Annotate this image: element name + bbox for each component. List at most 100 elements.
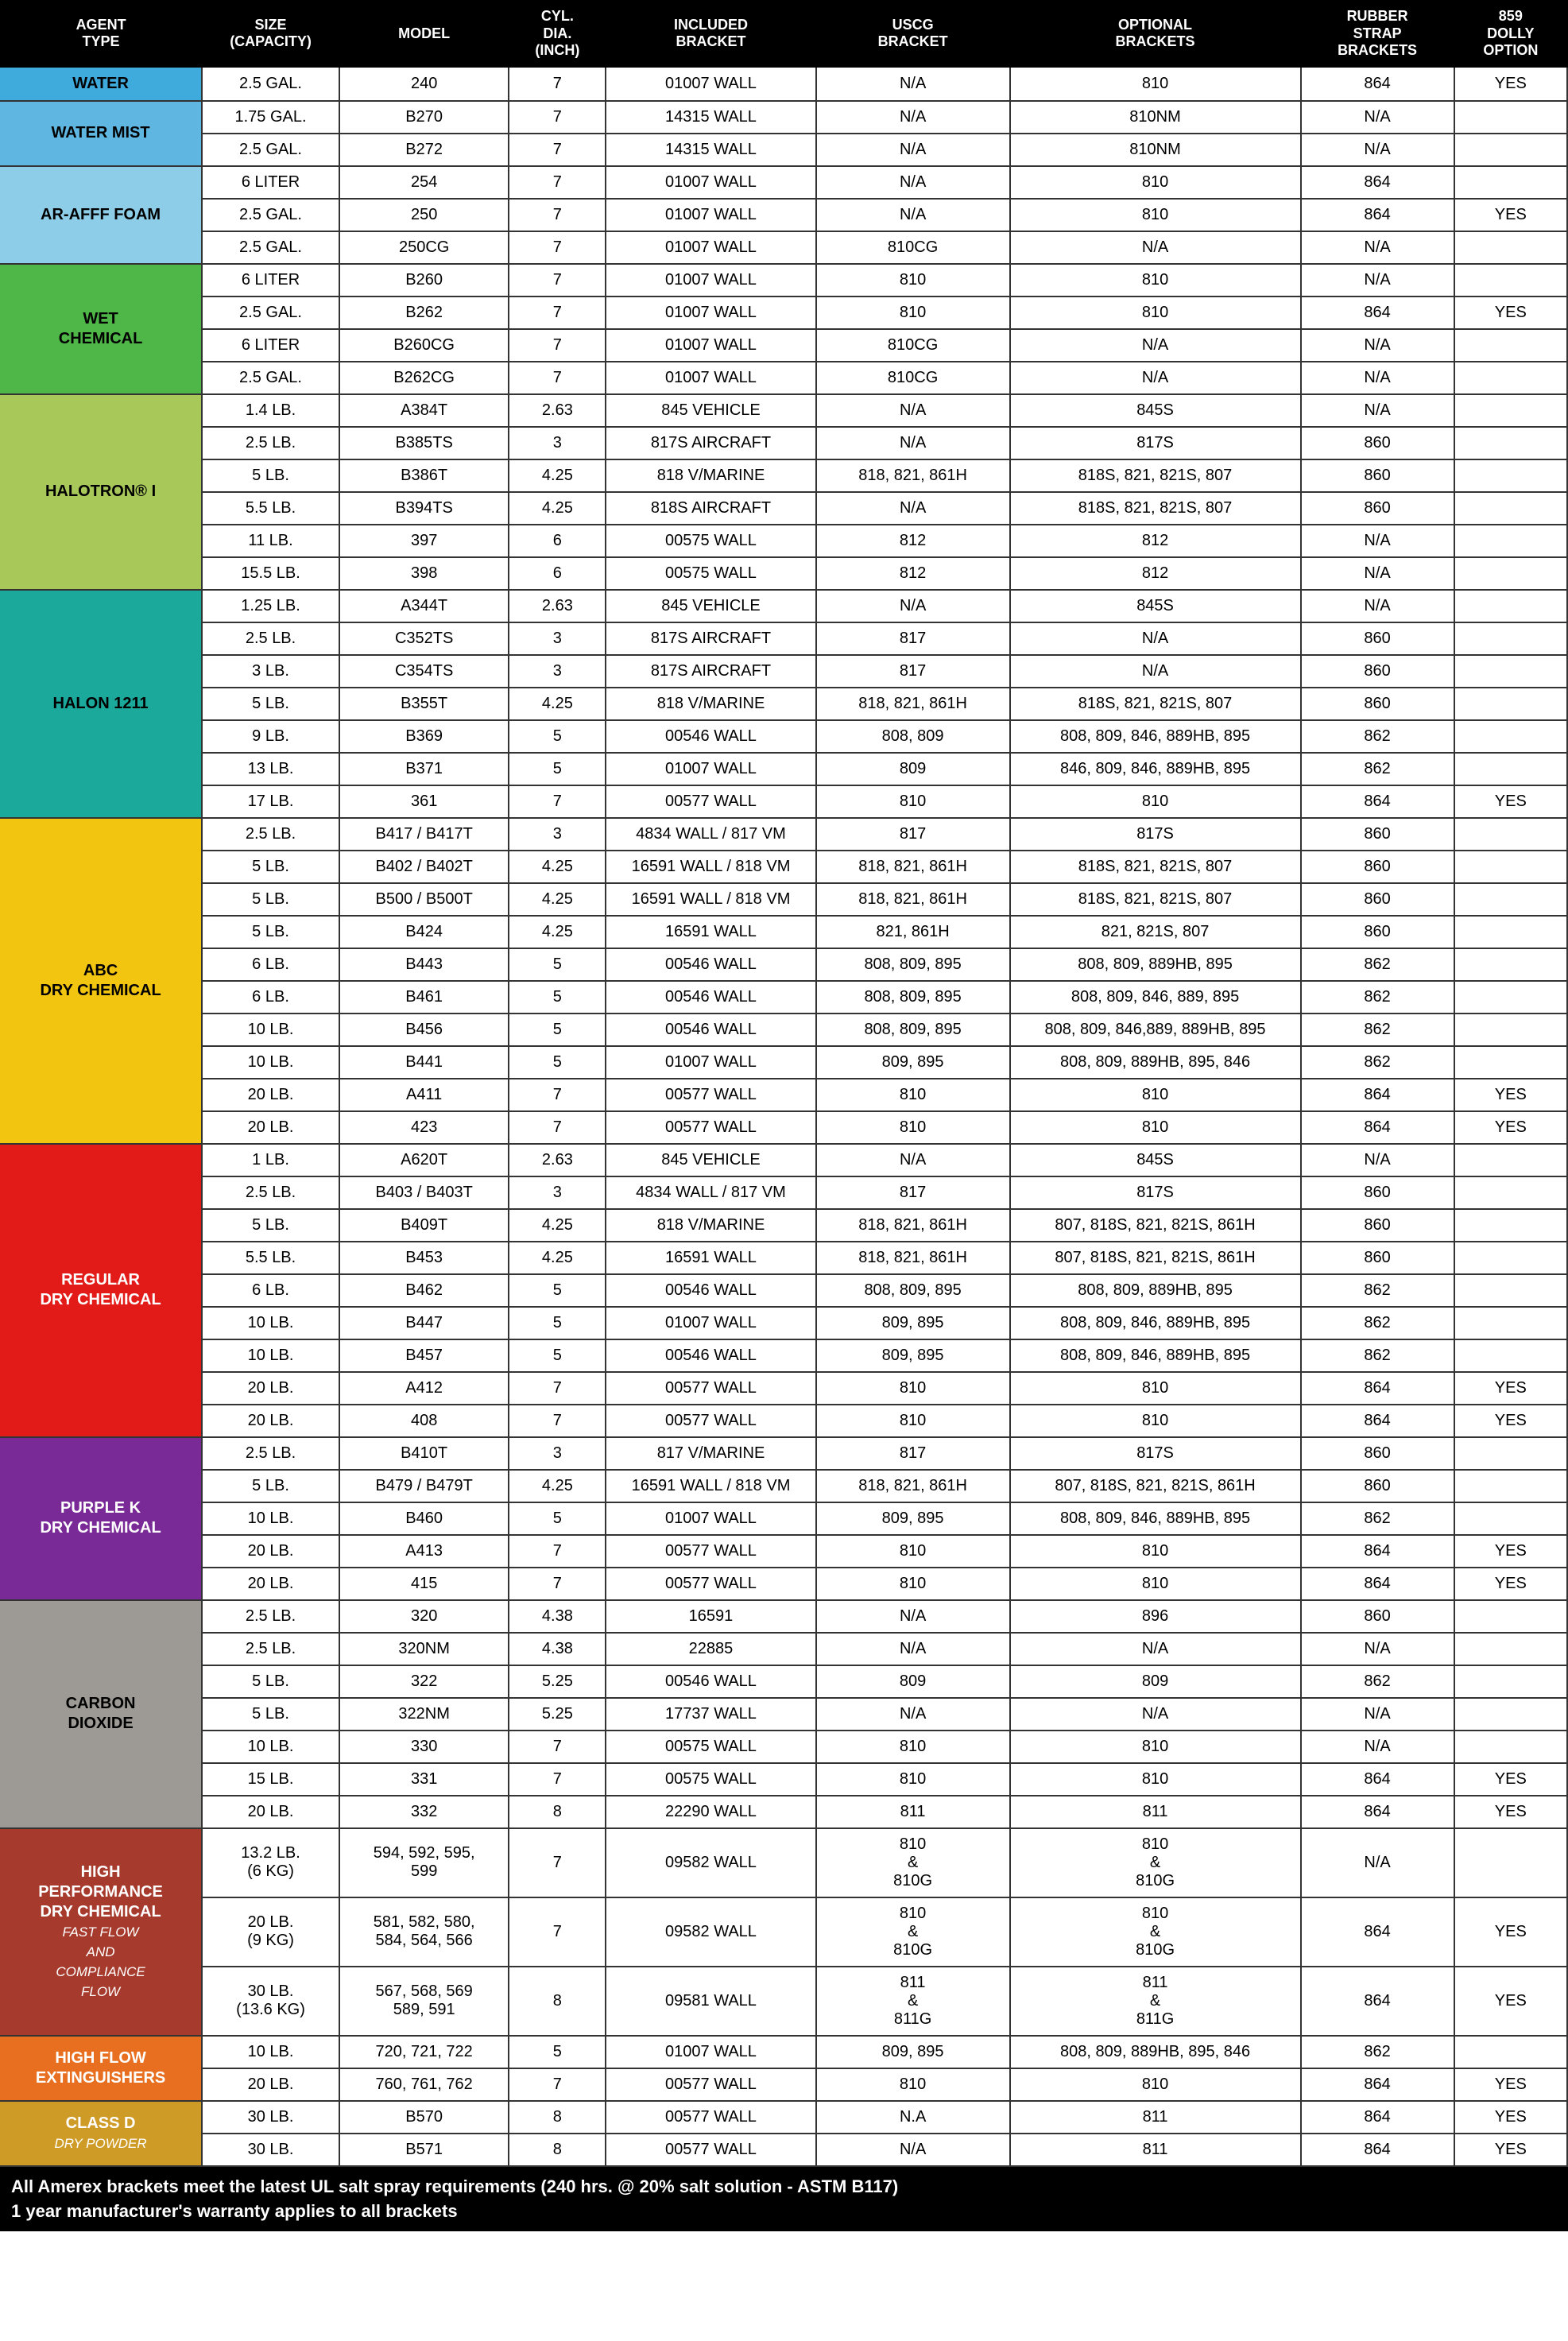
data-cell: B456 — [339, 1014, 509, 1046]
data-cell: 5 LB. — [202, 688, 339, 720]
data-cell: 818 V/MARINE — [606, 688, 815, 720]
data-cell: N/A — [1301, 329, 1454, 362]
agent-type-cell: WATER — [0, 68, 202, 101]
data-cell: 567, 568, 569589, 591 — [339, 1967, 509, 2036]
data-cell: 860 — [1301, 1176, 1454, 1209]
data-cell: 7 — [509, 166, 606, 199]
data-cell: B409T — [339, 1209, 509, 1242]
data-cell: 7 — [509, 362, 606, 394]
data-cell: 860 — [1301, 622, 1454, 655]
data-cell — [1454, 590, 1567, 622]
data-cell: N/A — [1010, 231, 1301, 264]
data-cell: N/A — [816, 427, 1010, 459]
data-cell: N/A — [1301, 362, 1454, 394]
data-cell: 2.5 LB. — [202, 1437, 339, 1470]
table-row: 20 LB.332822290 WALL811811864YES — [0, 1796, 1567, 1828]
data-cell: 809, 895 — [816, 1339, 1010, 1372]
table-row: 5 LB.B409T4.25818 V/MARINE818, 821, 861H… — [0, 1209, 1567, 1242]
data-cell: 00577 WALL — [606, 1535, 815, 1568]
data-cell: 810&810G — [1010, 1828, 1301, 1897]
table-row: 6 LB.B462500546 WALL808, 809, 895808, 80… — [0, 1274, 1567, 1307]
data-cell: 2.5 LB. — [202, 622, 339, 655]
table-row: 10 LB.B456500546 WALL808, 809, 895808, 8… — [0, 1014, 1567, 1046]
agent-type-cell: HALOTRON® I — [0, 394, 202, 590]
data-cell: B262CG — [339, 362, 509, 394]
data-cell: YES — [1454, 199, 1567, 231]
table-row: 10 LB.B441501007 WALL809, 895808, 809, 8… — [0, 1046, 1567, 1079]
data-cell: 5 — [509, 753, 606, 785]
data-cell: A411 — [339, 1079, 509, 1111]
data-cell — [1454, 1014, 1567, 1046]
data-cell: 809, 895 — [816, 2036, 1010, 2068]
data-cell: 1 LB. — [202, 1144, 339, 1176]
data-cell: 810 — [1010, 68, 1301, 101]
data-cell: 810 — [1010, 199, 1301, 231]
table-row: 5 LB.322NM5.2517737 WALLN/AN/AN/A — [0, 1698, 1567, 1731]
data-cell: 4.38 — [509, 1633, 606, 1665]
data-cell: 00575 WALL — [606, 557, 815, 590]
data-cell: 6 LITER — [202, 264, 339, 297]
col-header-4: INCLUDEDBRACKET — [606, 0, 815, 68]
data-cell: 320NM — [339, 1633, 509, 1665]
data-cell: 818, 821, 861H — [816, 1209, 1010, 1242]
data-cell: 810 — [816, 1763, 1010, 1796]
data-cell — [1454, 1698, 1567, 1731]
data-cell: A344T — [339, 590, 509, 622]
data-cell: 817S AIRCRAFT — [606, 622, 815, 655]
table-row: 3 LB.C354TS3817S AIRCRAFT817N/A860 — [0, 655, 1567, 688]
data-cell: 00546 WALL — [606, 1014, 815, 1046]
data-cell — [1454, 1274, 1567, 1307]
data-cell: 00577 WALL — [606, 1568, 815, 1600]
data-cell — [1454, 883, 1567, 916]
table-row: 17 LB.361700577 WALL810810864YES — [0, 785, 1567, 818]
data-cell: 00577 WALL — [606, 1079, 815, 1111]
data-cell: 860 — [1301, 851, 1454, 883]
data-cell: 7 — [509, 134, 606, 166]
data-cell: N/A — [1301, 101, 1454, 134]
data-cell: 864 — [1301, 1111, 1454, 1144]
col-header-7: RUBBERSTRAPBRACKETS — [1301, 0, 1454, 68]
data-cell: 808, 809, 846, 889HB, 895 — [1010, 1502, 1301, 1535]
data-cell: 15.5 LB. — [202, 557, 339, 590]
data-cell: 7 — [509, 329, 606, 362]
data-cell: N/A — [816, 492, 1010, 525]
data-cell: 10 LB. — [202, 1307, 339, 1339]
data-cell — [1454, 1176, 1567, 1209]
data-cell — [1454, 525, 1567, 557]
data-cell: N/A — [1301, 1633, 1454, 1665]
data-cell: 864 — [1301, 2068, 1454, 2101]
data-cell: 810 — [816, 1079, 1010, 1111]
data-cell — [1454, 1828, 1567, 1897]
data-cell: YES — [1454, 297, 1567, 329]
data-cell: 00575 WALL — [606, 1763, 815, 1796]
data-cell: 810 — [1010, 166, 1301, 199]
data-cell: 7 — [509, 1535, 606, 1568]
table-row: 2.5 GAL.B262CG701007 WALL810CGN/AN/A — [0, 362, 1567, 394]
data-cell: 2.5 GAL. — [202, 231, 339, 264]
table-row: HALON 12111.25 LB.A344T2.63845 VEHICLEN/… — [0, 590, 1567, 622]
data-cell: 818, 821, 861H — [816, 459, 1010, 492]
data-cell: B417 / B417T — [339, 818, 509, 851]
data-cell: 811 — [816, 1796, 1010, 1828]
data-cell: B462 — [339, 1274, 509, 1307]
data-cell: 5 — [509, 1046, 606, 1079]
table-row: 13 LB.B371501007 WALL809846, 809, 846, 8… — [0, 753, 1567, 785]
data-cell: 4.25 — [509, 1470, 606, 1502]
data-cell: 860 — [1301, 655, 1454, 688]
table-row: 9 LB.B369500546 WALL808, 809808, 809, 84… — [0, 720, 1567, 753]
agent-type-cell: AR-AFFF FOAM — [0, 166, 202, 264]
data-cell: YES — [1454, 1568, 1567, 1600]
data-cell: 7 — [509, 1828, 606, 1897]
data-cell: 20 LB. — [202, 1079, 339, 1111]
data-cell: 00546 WALL — [606, 1665, 815, 1698]
data-cell: 5 — [509, 1014, 606, 1046]
data-cell — [1454, 1144, 1567, 1176]
data-cell: 5 LB. — [202, 883, 339, 916]
data-cell: 7 — [509, 199, 606, 231]
data-cell: YES — [1454, 785, 1567, 818]
data-cell: 16591 WALL / 818 VM — [606, 883, 815, 916]
data-cell: 2.63 — [509, 590, 606, 622]
data-cell: 860 — [1301, 492, 1454, 525]
data-cell: 7 — [509, 1897, 606, 1967]
data-cell: 810 — [1010, 1372, 1301, 1405]
